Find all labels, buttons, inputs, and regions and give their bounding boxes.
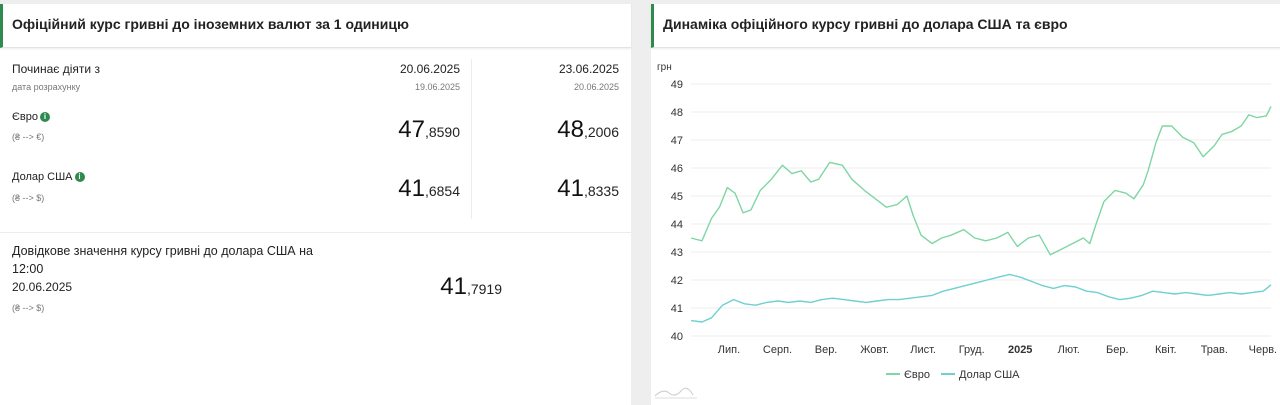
x-tick-label: Трав. <box>1201 344 1228 356</box>
y-tick-label: 46 <box>671 163 683 175</box>
col2-date: 23.06.2025 <box>559 62 619 76</box>
col1-eur-int: 47 <box>398 116 425 143</box>
y-tick-label: 43 <box>671 247 683 259</box>
x-tick-label: Квіт. <box>1155 344 1177 356</box>
chart-grid <box>691 84 1271 336</box>
col2-usd-int: 41 <box>557 175 584 202</box>
y-tick-label: 40 <box>671 331 683 343</box>
reference-date: 20.06.2025 <box>12 280 72 294</box>
y-tick-label: 45 <box>671 191 683 203</box>
col2-usd-dec: ,8335 <box>584 183 619 199</box>
reference-dec: ,7919 <box>467 281 502 297</box>
x-tick-label: Лип. <box>718 344 740 356</box>
y-tick-label: 41 <box>671 303 683 315</box>
y-tick-label: 44 <box>671 219 683 231</box>
x-tick-label: 2025 <box>1008 344 1032 356</box>
official-rates-title: Офіційний курс гривні до іноземних валют… <box>0 4 631 48</box>
y-tick-label: 42 <box>671 275 683 287</box>
y-axis-label: грн <box>657 62 672 73</box>
x-tick-label: Бер. <box>1106 344 1129 356</box>
col1-usd-dec: ,6854 <box>425 183 460 199</box>
col1-calc-date: 19.06.2025 <box>415 82 460 92</box>
series-line-usd <box>691 274 1271 322</box>
legend-label: Євро <box>904 369 930 381</box>
eur-label-row: Євро i <box>12 111 50 123</box>
legend-label: Долар США <box>959 369 1020 381</box>
column-divider <box>471 59 472 219</box>
rates-line-chart: 40 41 42 43 44 45 46 47 48 49 грн Лип. Серп. Вер. Жов… <box>651 48 1280 405</box>
calc-date-label: дата розрахунку <box>12 82 80 92</box>
effective-date-label: Починає діяти з <box>12 62 100 76</box>
x-tick-label: Серп. <box>763 344 792 356</box>
chart-legend: Євро Долар США <box>886 369 1020 381</box>
dynamics-chart-panel: Динаміка офіційного курсу гривні до дола… <box>651 4 1280 405</box>
chart-lines <box>691 106 1271 322</box>
x-tick-label: Жовт. <box>860 344 889 356</box>
series-line-eur <box>691 106 1271 254</box>
y-tick-label: 49 <box>671 79 683 91</box>
section-divider <box>0 232 631 233</box>
reference-direction: (₴ --> $) <box>12 303 44 313</box>
col1-usd-rate: 41,6854 <box>398 175 460 203</box>
col2-usd-rate: 41,8335 <box>557 175 619 203</box>
usd-label: Долар США <box>12 171 73 183</box>
eur-direction: (₴ --> €) <box>12 132 44 142</box>
info-icon[interactable]: i <box>40 112 50 122</box>
reference-label-2: 12:00 <box>12 262 43 276</box>
usd-direction: (₴ --> $) <box>12 193 44 203</box>
y-tick-label: 48 <box>671 107 683 119</box>
reference-rate: 41,7919 <box>440 273 502 301</box>
reference-int: 41 <box>440 273 467 300</box>
usd-label-row: Долар США i <box>12 171 85 183</box>
col2-calc-date: 20.06.2025 <box>574 82 619 92</box>
col1-eur-dec: ,8590 <box>425 124 460 140</box>
dynamics-chart-title: Динаміка офіційного курсу гривні до дола… <box>651 4 1280 48</box>
eur-label: Євро <box>12 111 38 123</box>
col2-eur-dec: ,2006 <box>584 124 619 140</box>
y-tick-label: 47 <box>671 135 683 147</box>
col1-usd-int: 41 <box>398 175 425 202</box>
x-tick-label: Вер. <box>815 344 838 356</box>
reference-label-1: Довідкове значення курсу гривні до долар… <box>12 244 313 258</box>
info-icon[interactable]: i <box>75 172 85 182</box>
x-tick-label: Лист. <box>910 344 936 356</box>
col2-eur-int: 48 <box>557 116 584 143</box>
x-tick-label: Черв. <box>1249 344 1277 356</box>
x-tick-label: Груд. <box>959 344 985 356</box>
x-tick-label: Лют. <box>1058 344 1080 356</box>
col1-date: 20.06.2025 <box>400 62 460 76</box>
official-rates-panel: Офіційний курс гривні до іноземних валют… <box>0 4 631 405</box>
col2-eur-rate: 48,2006 <box>557 116 619 144</box>
x-axis: Лип. Серп. Вер. Жовт. Лист. Груд. 2025 Лют. Бер.… <box>718 344 1277 356</box>
y-axis: 40 41 42 43 44 45 46 47 48 49 грн <box>657 62 683 343</box>
col1-eur-rate: 47,8590 <box>398 116 460 144</box>
range-navigator-icon <box>655 388 697 398</box>
